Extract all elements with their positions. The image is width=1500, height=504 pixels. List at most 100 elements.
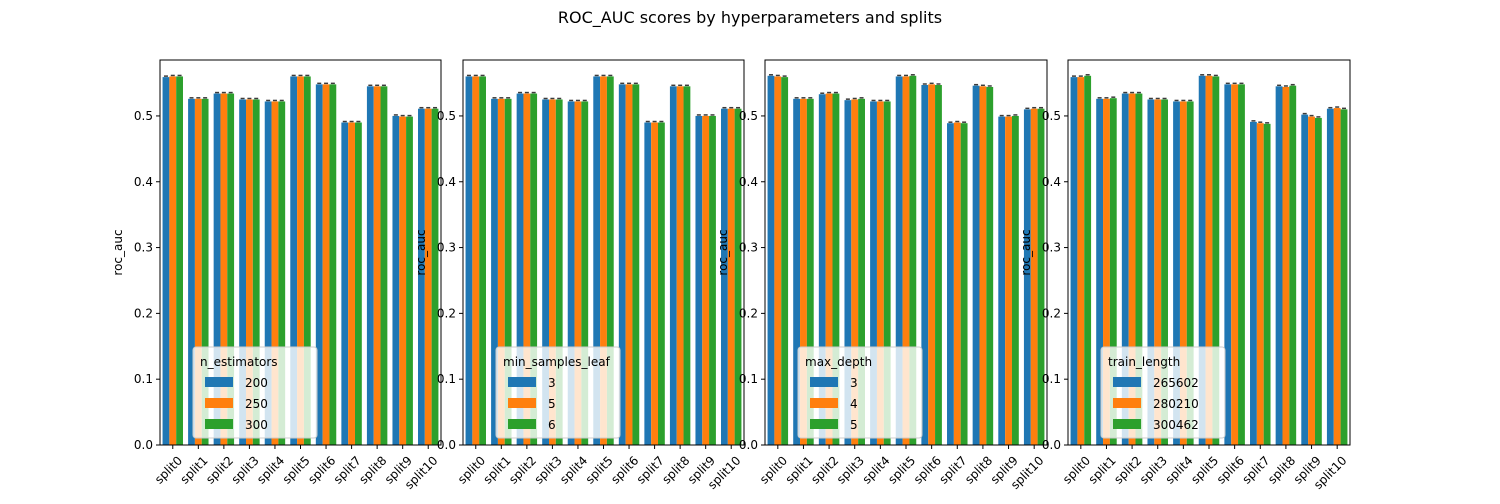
- x-tick-label: split4: [860, 453, 893, 486]
- bar-5-split10: [727, 108, 735, 445]
- legend-label: 250: [245, 397, 268, 411]
- x-tick-label: split0: [757, 453, 790, 486]
- x-tick-label: split7: [936, 453, 969, 486]
- bar-200-split7: [341, 122, 349, 446]
- chart-panel-4: 0.00.10.20.30.40.5roc_aucsplit0split1spl…: [1019, 59, 1351, 492]
- y-tick-label: 0.1: [437, 372, 456, 386]
- bar-300462-split9: [1314, 117, 1322, 445]
- legend-swatch: [810, 419, 838, 429]
- bar-265602-split4: [1173, 101, 1180, 446]
- bar-6-split4: [581, 101, 589, 446]
- legend-label: 280210: [1153, 397, 1199, 411]
- legend-label: 5: [850, 418, 858, 432]
- bar-300-split1: [201, 98, 209, 445]
- bar-6-split6: [632, 84, 640, 445]
- bar-6-split10: [734, 108, 742, 445]
- bar-265602-split0: [1070, 77, 1078, 446]
- bar-280210-split2: [1128, 93, 1136, 445]
- bar-4-split1: [800, 98, 807, 445]
- legend-box: [1100, 346, 1226, 439]
- bar-200-split1: [188, 98, 195, 445]
- bar-4-split3: [851, 99, 859, 446]
- bar-3-split0: [767, 75, 775, 445]
- legend-label: 300462: [1153, 418, 1199, 432]
- legend-box: [192, 346, 318, 439]
- bar-300462-split2: [1135, 93, 1143, 445]
- bar-3-split7: [947, 123, 954, 446]
- y-tick-label: 0.2: [437, 306, 456, 320]
- x-tick-label: split3: [532, 453, 565, 486]
- bar-280210-split10: [1333, 108, 1341, 445]
- bar-250-split7: [348, 122, 355, 446]
- y-tick-label: 0.4: [1042, 175, 1061, 189]
- bar-250-split9: [399, 116, 407, 445]
- y-tick-label: 0.4: [134, 175, 153, 189]
- bar-250-split5: [297, 76, 304, 445]
- bar-280210-split5: [1205, 75, 1213, 445]
- legend-swatch: [508, 377, 536, 387]
- bar-3-split2: [818, 94, 826, 445]
- y-tick-label: 0.3: [134, 241, 153, 255]
- y-axis-label: roc_auc: [111, 229, 125, 275]
- x-tick-label: split2: [1111, 453, 1144, 486]
- legend-label: 3: [850, 376, 858, 390]
- x-tick-label: split6: [1214, 453, 1247, 486]
- bar-280210-split0: [1077, 77, 1085, 446]
- y-tick-label: 0.3: [437, 241, 456, 255]
- bar-4-split6: [928, 84, 936, 445]
- bar-5-split7: [651, 122, 658, 446]
- legend-label: 3: [548, 376, 556, 390]
- bar-6-split2: [530, 93, 538, 445]
- bar-250-split10: [424, 108, 432, 445]
- legend-swatch: [508, 398, 536, 408]
- y-tick-label: 0.2: [134, 306, 153, 320]
- bar-5-split9: [702, 115, 710, 445]
- bar-280210-split3: [1154, 99, 1162, 446]
- bar-3-split3: [844, 100, 852, 446]
- bar-5-split0: [781, 77, 789, 446]
- x-tick-label: split7: [331, 453, 364, 486]
- bar-5-split4: [574, 101, 582, 446]
- bar-280210-split4: [1179, 101, 1187, 446]
- bar-200-split0: [162, 77, 170, 446]
- bar-280210-split6: [1231, 84, 1239, 445]
- legend: n_estimators 200 250 300: [192, 346, 318, 439]
- y-tick-label: 0.4: [437, 175, 456, 189]
- y-axis-label: roc_auc: [716, 229, 730, 275]
- bar-250-split3: [246, 99, 253, 446]
- x-tick-label: split5: [280, 453, 313, 486]
- bar-280210-split9: [1308, 116, 1315, 445]
- bar-200-split8: [366, 86, 374, 445]
- bar-6-split7: [658, 122, 665, 446]
- bar-3-split3: [542, 99, 549, 446]
- x-tick-label: split8: [962, 453, 995, 486]
- bar-4-split9: [1005, 116, 1012, 445]
- bar-200-split10: [418, 108, 425, 445]
- x-tick-label: split4: [254, 453, 287, 486]
- bar-6-split9: [709, 115, 716, 445]
- y-tick-label: 0.0: [437, 438, 456, 452]
- legend-swatch: [508, 419, 536, 429]
- x-tick-label: split0: [455, 453, 488, 486]
- bar-200-split9: [392, 115, 400, 445]
- bar-5-split2: [832, 93, 840, 445]
- bar-3-split8: [972, 85, 980, 446]
- legend-title: min_samples_leaf: [503, 355, 611, 369]
- bar-4-split4: [876, 101, 884, 446]
- bar-300462-split5: [1212, 76, 1220, 445]
- x-tick-label: split0: [1060, 453, 1093, 486]
- bar-5-split0: [472, 76, 480, 445]
- bar-6-split5: [606, 76, 614, 445]
- bar-5-split3: [549, 99, 556, 446]
- x-tick-label: split5: [583, 453, 616, 486]
- x-tick-label: split6: [305, 453, 338, 486]
- x-tick-label: split1: [481, 453, 514, 486]
- bar-4-split7: [953, 122, 961, 446]
- y-tick-label: 0.1: [739, 372, 758, 386]
- bar-265602-split5: [1198, 75, 1206, 445]
- bar-250-split2: [220, 93, 228, 445]
- bar-3-split1: [793, 98, 801, 445]
- bar-3-split10: [1023, 109, 1031, 446]
- bar-4-split8: [979, 86, 987, 445]
